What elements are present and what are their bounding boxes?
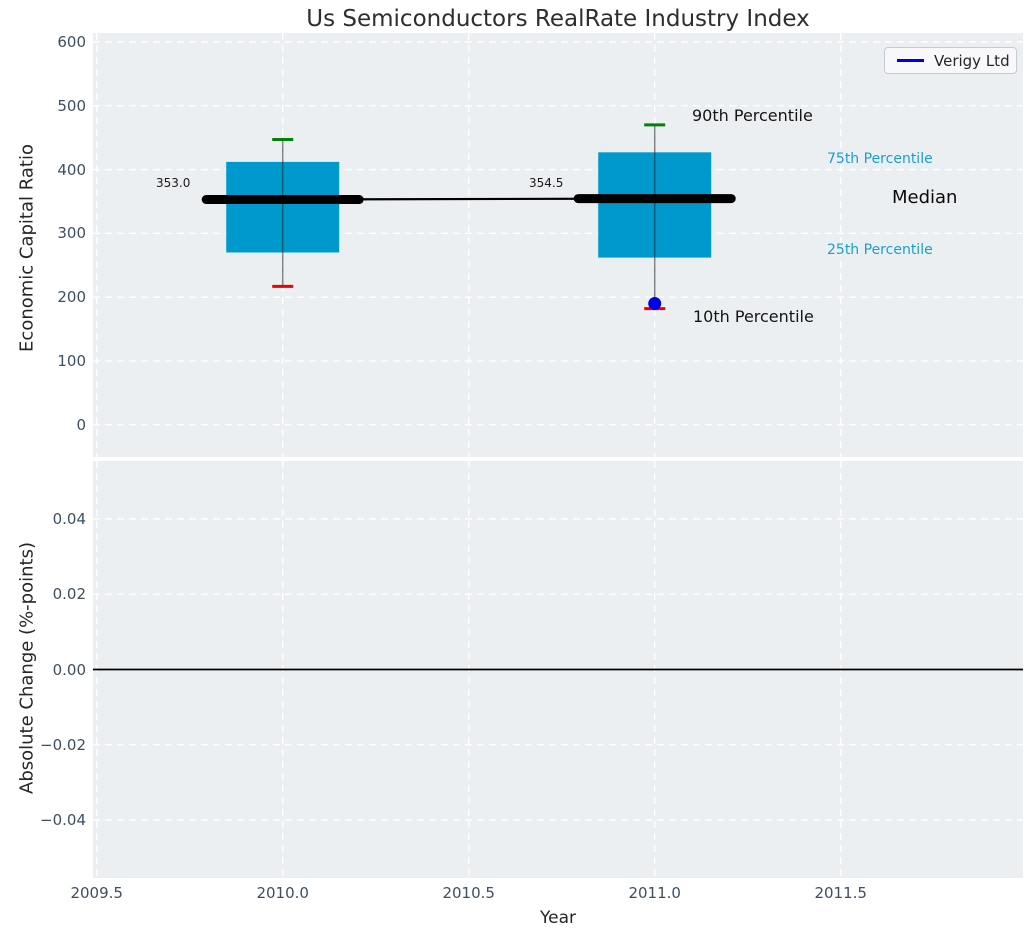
x-tick-label: 2011.0	[628, 884, 681, 902]
y-tick-label: −0.04	[40, 811, 86, 830]
y-axis-label-top: Economic Capital Ratio	[16, 144, 38, 352]
chart-title: Us Semiconductors RealRate Industry Inde…	[306, 6, 810, 32]
y-tick-label: 0	[76, 415, 86, 434]
median-value-label-2011: 354.5	[529, 176, 564, 190]
y-axis-label-bottom: Absolute Change (%-points)	[16, 542, 38, 794]
y-tick-label: 400	[57, 160, 86, 179]
x-tick-label: 2009.5	[70, 884, 123, 902]
x-tick-label: 2011.5	[814, 884, 867, 902]
legend-line-swatch	[897, 59, 924, 62]
y-tick-label: 500	[57, 96, 86, 115]
x-tick-label: 2010.5	[442, 884, 495, 902]
annotation-10th-percentile: 10th Percentile	[693, 307, 814, 326]
y-tick-label: 300	[57, 224, 86, 243]
legend: Verigy Ltd	[884, 47, 1017, 74]
y-tick-label: −0.02	[40, 735, 86, 754]
x-tick-label: 2010.0	[256, 884, 309, 902]
legend-label: Verigy Ltd	[934, 51, 1010, 70]
y-tick-label: 200	[57, 288, 86, 307]
y-tick-label: 600	[57, 32, 86, 51]
median-value-label-2010: 353.0	[156, 176, 191, 190]
annotation-75th-percentile: 75th Percentile	[827, 151, 933, 167]
company-data-point	[648, 297, 662, 311]
annotation-median: Median	[892, 187, 958, 208]
y-tick-label: 0.00	[52, 660, 86, 679]
x-axis-label: Year	[540, 908, 576, 928]
y-tick-label: 0.02	[52, 585, 86, 604]
y-tick-label: 100	[57, 351, 86, 370]
y-tick-label: 0.04	[52, 509, 86, 528]
annotation-25th-percentile: 25th Percentile	[827, 242, 933, 258]
annotation-90th-percentile: 90th Percentile	[692, 106, 813, 125]
